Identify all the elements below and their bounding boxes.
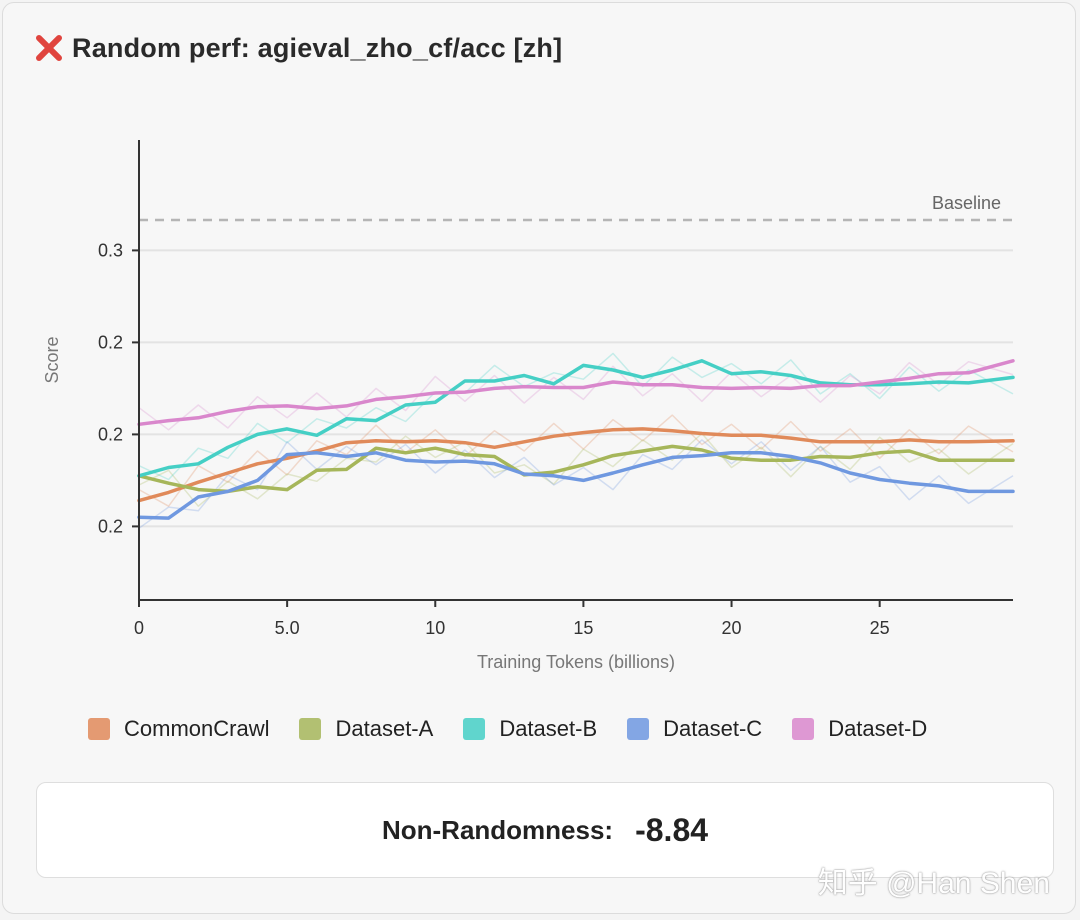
y-tick-label-0: 0.2 <box>98 516 123 536</box>
y-tick-label-2: 0.2 <box>98 332 123 352</box>
series-group <box>137 352 1015 529</box>
grid <box>139 249 1013 528</box>
legend-swatch <box>463 718 486 740</box>
x-tick-label-1: 5.0 <box>275 618 300 638</box>
x-tick-label-3: 15 <box>573 618 593 638</box>
series-line-dataset-d <box>137 359 1015 427</box>
legend-label: Dataset-C <box>663 716 763 741</box>
watermark: 知乎 @Han Shen <box>817 867 1050 900</box>
non-randomness-label: Non-Randomness: <box>381 814 614 845</box>
legend-swatch <box>88 718 110 740</box>
legend: CommonCrawl Dataset-A Dataset-B Dataset-C Da… <box>88 712 927 746</box>
legend-item-dataset-c[interactable]: Dataset-C <box>627 716 762 742</box>
series-raw-dataset-a <box>138 432 1014 507</box>
x-tick-label-0: 0 <box>134 618 144 638</box>
legend-item-dataset-b[interactable]: Dataset-B <box>463 716 597 742</box>
legend-item-commoncrawl[interactable]: CommonCrawl <box>88 716 269 742</box>
y-tick-label-1: 0.2 <box>98 424 123 444</box>
y-tick-label-3: 0.3 <box>98 240 123 260</box>
series-raw-commoncrawl <box>138 414 1014 507</box>
chart-title: Random perf: agieval_zho_cf/acc [zh] <box>72 32 563 63</box>
x-tick-label-2: 10 <box>425 618 445 638</box>
legend-label: Dataset-A <box>335 716 434 741</box>
non-randomness-value: -8.84 <box>635 811 709 848</box>
legend-label: Dataset-B <box>499 716 598 741</box>
line-chart: Baseline 0 5.0 10 15 20 25 0.2 0.2 0.2 0.3 Traini… <box>42 140 1015 672</box>
x-axis-label: Training Tokens (billions) <box>477 652 675 672</box>
cross-icon <box>36 35 62 61</box>
x-tick-label-4: 20 <box>722 618 742 638</box>
legend-swatch <box>627 718 650 740</box>
non-randomness-panel: Non-Randomness: -8.84 <box>36 782 1054 878</box>
x-tick-label-5: 25 <box>870 618 890 638</box>
title-row: Random perf: agieval_zho_cf/acc [zh] <box>34 28 562 68</box>
legend-item-dataset-a[interactable]: Dataset-A <box>299 716 433 742</box>
legend-swatch <box>792 718 815 740</box>
series-line-dataset-a <box>137 444 1015 494</box>
axes <box>138 140 1013 601</box>
legend-label: Dataset-D <box>828 716 928 741</box>
legend-swatch <box>299 718 322 740</box>
series-raw-dataset-c <box>138 439 1014 529</box>
legend-label: CommonCrawl <box>124 716 270 741</box>
baseline-label: Baseline <box>932 193 1001 213</box>
ticks: 0 5.0 10 15 20 25 0.2 0.2 0.2 0.3 <box>98 240 890 638</box>
legend-item-dataset-d[interactable]: Dataset-D <box>792 716 927 742</box>
series-line-dataset-c <box>137 451 1015 520</box>
y-axis-label: Score <box>42 336 62 383</box>
